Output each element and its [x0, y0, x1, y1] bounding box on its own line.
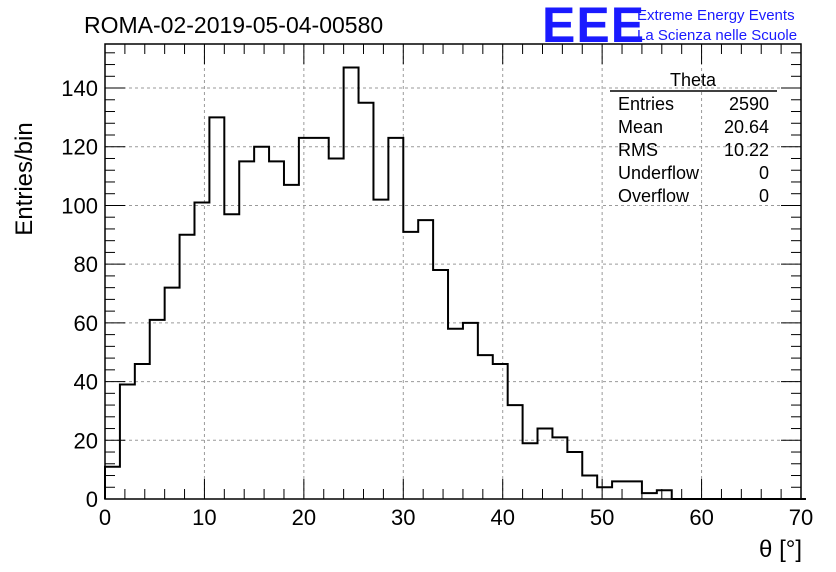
x-tick-label: 30 — [391, 505, 415, 530]
histogram-bars — [104, 66, 806, 500]
stats-label-entries: Entries — [618, 94, 674, 114]
histogram-bin — [254, 147, 269, 499]
histogram-bin — [597, 487, 612, 499]
stats-label-rms: RMS — [618, 140, 658, 160]
y-axis-label: Entries/bin — [11, 122, 38, 235]
histogram-bin — [299, 138, 314, 499]
histogram-bin — [567, 452, 582, 499]
histogram-bin — [165, 288, 180, 499]
stats-box-title: Theta — [670, 70, 717, 90]
x-tick-label: 60 — [689, 505, 713, 530]
y-tick-label: 60 — [74, 311, 98, 336]
histogram-bin — [284, 185, 299, 499]
histogram-bin — [224, 214, 239, 499]
histogram-bin — [180, 235, 195, 499]
histogram-bin — [373, 200, 388, 499]
axis-ticks — [104, 44, 802, 500]
grid — [105, 44, 801, 499]
histogram-bin — [105, 467, 120, 499]
histogram-bin — [478, 355, 493, 499]
stats-box: Theta Entries 2590 Mean 20.64 RMS 10.22 … — [610, 70, 777, 206]
histogram-bin — [627, 481, 642, 499]
histogram-bin — [239, 161, 254, 499]
x-axis-label: θ [°] — [759, 536, 802, 563]
plot-frame — [104, 43, 802, 500]
y-tick-label: 40 — [74, 370, 98, 395]
y-tick-label: 0 — [86, 487, 98, 512]
stats-label-mean: Mean — [618, 117, 663, 137]
histogram-bin — [344, 67, 359, 499]
eee-logo: EEE — [542, 0, 645, 53]
plot-border — [104, 43, 802, 500]
chart-title: ROMA-02-2019-05-04-00580 — [84, 12, 383, 38]
x-tick-label: 70 — [789, 505, 813, 530]
stats-value-entries: 2590 — [729, 94, 769, 114]
y-tick-label: 140 — [61, 76, 98, 101]
y-tick-label: 100 — [61, 193, 98, 218]
histogram-bin — [538, 429, 553, 499]
y-tick-label: 80 — [74, 252, 98, 277]
stats-value-overflow: 0 — [759, 186, 769, 206]
histogram-bin — [508, 405, 523, 499]
histogram-bin — [657, 490, 672, 499]
histogram-bin — [359, 103, 374, 499]
histogram-bin — [209, 117, 224, 499]
histogram-bin — [642, 493, 657, 499]
histogram-bin — [388, 138, 403, 499]
histogram-bin — [150, 320, 165, 499]
histogram-bin — [418, 220, 433, 499]
histogram-bin — [329, 158, 344, 499]
histogram-bin — [269, 161, 284, 499]
histogram-bin — [314, 138, 329, 499]
histogram-bin — [582, 476, 597, 499]
stats-label-underflow: Underflow — [618, 163, 700, 183]
y-tick-labels: 0 20 40 60 80 100 120 140 — [61, 76, 98, 512]
y-tick-label: 120 — [61, 135, 98, 160]
y-tick-label: 20 — [74, 428, 98, 453]
stats-value-underflow: 0 — [759, 163, 769, 183]
logo-line-1: Extreme Energy Events — [637, 7, 795, 24]
histogram-bin — [135, 364, 150, 499]
stats-value-rms: 10.22 — [724, 140, 769, 160]
histogram-bin — [433, 270, 448, 499]
x-tick-label: 20 — [292, 505, 316, 530]
x-tick-label: 50 — [590, 505, 614, 530]
x-tick-label: 0 — [99, 505, 111, 530]
stats-value-mean: 20.64 — [724, 117, 769, 137]
histogram-bin — [463, 323, 478, 499]
histogram-bin — [403, 232, 418, 499]
histogram-bin — [612, 481, 627, 499]
histogram-bin — [552, 437, 567, 499]
histogram-bin — [120, 385, 135, 499]
histogram-bin — [194, 203, 209, 499]
x-tick-label: 10 — [192, 505, 216, 530]
histogram-step-line — [104, 66, 806, 500]
histogram-bin — [493, 364, 508, 499]
histogram-bin — [448, 329, 463, 499]
x-tick-label: 40 — [490, 505, 514, 530]
stats-label-overflow: Overflow — [618, 186, 690, 206]
x-tick-labels: 0 10 20 30 40 50 60 70 — [99, 505, 813, 530]
histogram-bin — [523, 443, 538, 499]
logo-line-2: La Scienza nelle Scuole — [637, 27, 797, 44]
